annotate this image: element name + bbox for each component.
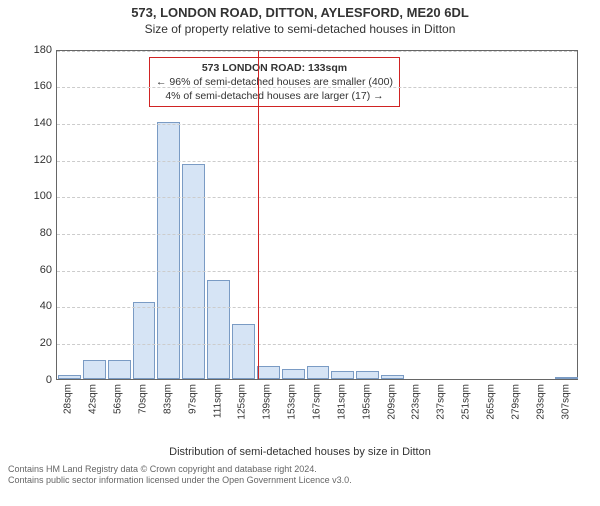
histogram-bar [282, 369, 305, 378]
histogram-bar [331, 371, 354, 378]
y-tick-label: 160 [28, 80, 52, 92]
page-subtitle: Size of property relative to semi-detach… [0, 22, 600, 36]
x-tick-label: 181sqm [336, 384, 347, 420]
x-tick-label: 167sqm [312, 384, 323, 420]
x-tick-label: 56sqm [113, 384, 124, 414]
x-tick-label: 209sqm [386, 384, 397, 420]
x-tick-label: 237sqm [436, 384, 447, 420]
x-tick-label: 251sqm [461, 384, 472, 420]
histogram-bar [307, 366, 330, 379]
x-tick-label: 223sqm [411, 384, 422, 420]
gridline [57, 271, 577, 272]
histogram-bar [381, 375, 404, 379]
histogram-bar [555, 377, 578, 379]
x-tick-label: 265sqm [486, 384, 497, 420]
footer-attribution: Contains HM Land Registry data © Crown c… [8, 464, 592, 487]
gridline [57, 87, 577, 88]
property-info-box: 573 LONDON ROAD: 133sqm ← 96% of semi-de… [149, 57, 400, 108]
x-tick-label: 153sqm [287, 384, 298, 420]
y-tick-label: 0 [28, 374, 52, 386]
property-marker-line [258, 51, 259, 379]
gridline [57, 51, 577, 52]
x-tick-label: 111sqm [212, 384, 223, 418]
gridline [57, 124, 577, 125]
y-tick-label: 120 [28, 154, 52, 166]
x-tick-label: 307sqm [560, 384, 571, 420]
y-tick-label: 40 [28, 300, 52, 312]
gridline [57, 234, 577, 235]
histogram-bar [207, 280, 230, 379]
plot-area: 573 LONDON ROAD: 133sqm ← 96% of semi-de… [56, 50, 578, 380]
histogram-bar [356, 371, 379, 378]
y-tick-label: 80 [28, 227, 52, 239]
page-title: 573, LONDON ROAD, DITTON, AYLESFORD, ME2… [0, 6, 600, 20]
x-tick-label: 28sqm [63, 384, 74, 414]
y-tick-label: 180 [28, 44, 52, 56]
footer-line-2: Contains public sector information licen… [8, 475, 592, 486]
footer-line-1: Contains HM Land Registry data © Crown c… [8, 464, 592, 475]
histogram-bar [257, 366, 280, 379]
x-tick-label: 293sqm [535, 384, 546, 420]
x-tick-label: 70sqm [138, 384, 149, 414]
histogram-bar [108, 360, 131, 378]
y-tick-label: 60 [28, 264, 52, 276]
histogram-bar [83, 360, 106, 378]
gridline [57, 197, 577, 198]
gridline [57, 344, 577, 345]
x-tick-label: 83sqm [162, 384, 173, 414]
x-tick-label: 125sqm [237, 384, 248, 420]
x-tick-label: 97sqm [187, 384, 198, 414]
x-tick-label: 42sqm [88, 384, 99, 414]
gridline [57, 161, 577, 162]
gridline [57, 307, 577, 308]
info-line-1: 573 LONDON ROAD: 133sqm [156, 61, 393, 75]
histogram-bar [232, 324, 255, 379]
histogram-bar [133, 302, 156, 379]
histogram-bar [58, 375, 81, 379]
y-tick-label: 20 [28, 337, 52, 349]
y-tick-label: 140 [28, 117, 52, 129]
info-line-3: 4% of semi-detached houses are larger (1… [156, 89, 393, 103]
x-tick-label: 195sqm [361, 384, 372, 420]
x-tick-label: 279sqm [510, 384, 521, 420]
x-axis-label: Distribution of semi-detached houses by … [0, 446, 600, 458]
chart-container: Number of semi-detached properties 573 L… [0, 36, 600, 446]
y-tick-label: 100 [28, 190, 52, 202]
x-tick-label: 139sqm [262, 384, 273, 420]
